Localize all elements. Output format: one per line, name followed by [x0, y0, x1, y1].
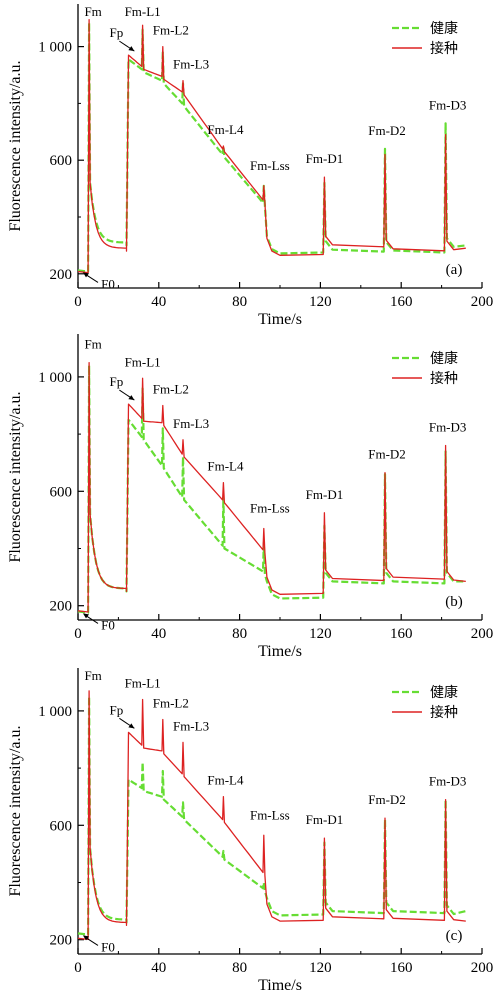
series-line-healthy	[77, 364, 466, 614]
annotation-f0: F0	[101, 617, 115, 632]
y-axis-title: Fluorescence intensity/a.u.	[7, 725, 24, 896]
f0-arrowhead	[83, 613, 89, 619]
annotation-fm: Fm	[84, 4, 101, 19]
x-tick-label: 80	[232, 294, 247, 310]
series-line-inoculated	[77, 361, 466, 613]
chart-panel-2: 0 40 80 120 160 200 200 600 1 000 Time/s Fluoresce…	[7, 334, 493, 660]
annotation-fm-lss: Fm-Lss	[250, 807, 290, 822]
annotation-fm-l4: Fm-L4	[207, 773, 244, 788]
legend-label-inoculated: 接种	[430, 40, 458, 57]
y-tick-label: 600	[50, 153, 73, 169]
annotation-fm-l2: Fm-L2	[153, 382, 189, 397]
y-tick-label: 600	[50, 818, 73, 834]
y-tick-label: 1 000	[38, 40, 72, 56]
y-tick-label: 200	[50, 933, 73, 949]
annotation-fp: Fp	[110, 374, 124, 389]
y-tick-label: 1 000	[38, 704, 72, 720]
y-tick-label: 200	[50, 599, 73, 615]
x-tick-label: 160	[390, 626, 413, 642]
x-tick-label: 0	[74, 626, 82, 642]
chart-panel-3: 0 40 80 120 160 200 200 600 1 000 Time/s Fluoresce…	[7, 668, 493, 994]
annotation-fm-d2: Fm-D2	[368, 123, 406, 138]
annotation-fp: Fp	[110, 25, 124, 40]
x-tick-label: 40	[151, 626, 166, 642]
annotation-fm-l2: Fm-L2	[153, 23, 189, 38]
x-tick-label: 200	[471, 960, 494, 976]
y-tick-label: 200	[50, 267, 73, 283]
annotation-fm-l3: Fm-L3	[173, 718, 209, 733]
x-tick-label: 120	[309, 294, 332, 310]
x-tick-label: 120	[309, 960, 332, 976]
x-tick-label: 80	[232, 960, 247, 976]
annotation-fm-d3: Fm-D3	[429, 420, 467, 435]
fp-arrowhead	[128, 46, 135, 52]
annotation-fm-l3: Fm-L3	[173, 57, 209, 72]
annotation-fm: Fm	[84, 337, 101, 352]
fp-arrowhead	[128, 723, 135, 729]
annotation-fm-d3: Fm-D3	[429, 97, 467, 112]
annotation-f0: F0	[101, 276, 115, 291]
x-axis-title: Time/s	[258, 977, 302, 994]
x-tick-label: 80	[232, 626, 247, 642]
x-tick-label: 160	[390, 294, 413, 310]
annotation-fm-d2: Fm-D2	[368, 792, 406, 807]
y-tick-label: 600	[50, 484, 73, 500]
f0-arrowhead	[83, 935, 89, 941]
chart-panel-1: 0 40 80 120 160 200 200 600 1 000 Time/s Fluoresce…	[7, 4, 493, 328]
y-axis-title: Fluorescence intensity/a.u.	[7, 391, 24, 562]
x-axis-title: Time/s	[258, 311, 302, 328]
panel-letter: (a)	[446, 262, 463, 278]
panel-letter: (b)	[445, 594, 463, 610]
annotation-fm-l4: Fm-L4	[207, 459, 244, 474]
y-axis-title: Fluorescence intensity/a.u.	[7, 60, 24, 231]
annotation-fm-l2: Fm-L2	[153, 695, 189, 710]
legend-label-healthy: 健康	[430, 684, 458, 701]
annotation-fm-lss: Fm-Lss	[250, 500, 290, 515]
annotation-fm-l3: Fm-L3	[173, 416, 209, 431]
annotation-f0: F0	[101, 939, 115, 954]
x-tick-label: 40	[151, 294, 166, 310]
fp-arrowhead	[128, 395, 135, 401]
f0-arrowhead	[83, 272, 89, 278]
panel-letter: (c)	[446, 928, 463, 944]
annotation-fm: Fm	[84, 668, 101, 683]
x-axis-title: Time/s	[258, 643, 302, 660]
annotation-fm-d3: Fm-D3	[429, 774, 467, 789]
annotation-fm-d1: Fm-D1	[306, 487, 344, 502]
annotation-fm-d1: Fm-D1	[306, 151, 344, 166]
series-line-inoculated	[77, 18, 466, 274]
series-line-inoculated	[77, 690, 466, 941]
x-tick-label: 200	[471, 294, 494, 310]
x-tick-label: 0	[74, 960, 82, 976]
legend-label-healthy: 健康	[430, 20, 458, 37]
legend-label-inoculated: 接种	[430, 704, 458, 721]
legend-label-inoculated: 接种	[430, 370, 458, 387]
x-tick-label: 120	[309, 626, 332, 642]
y-tick-label: 1 000	[38, 370, 72, 386]
annotation-fm-l1: Fm-L1	[125, 354, 161, 369]
annotation-fm-d2: Fm-D2	[368, 447, 406, 462]
annotation-fm-d1: Fm-D1	[306, 812, 344, 827]
annotation-fm-l1: Fm-L1	[125, 675, 161, 690]
legend-label-healthy: 健康	[430, 350, 458, 367]
annotation-fm-l4: Fm-L4	[207, 122, 244, 137]
annotation-fm-lss: Fm-Lss	[250, 158, 290, 173]
series-line-healthy	[77, 21, 466, 273]
annotation-fp: Fp	[110, 702, 124, 717]
annotation-fm-l1: Fm-L1	[125, 4, 161, 19]
x-tick-label: 160	[390, 960, 413, 976]
x-tick-label: 40	[151, 960, 166, 976]
x-tick-label: 0	[74, 294, 82, 310]
x-tick-label: 200	[471, 626, 494, 642]
series-line-healthy	[77, 695, 467, 936]
